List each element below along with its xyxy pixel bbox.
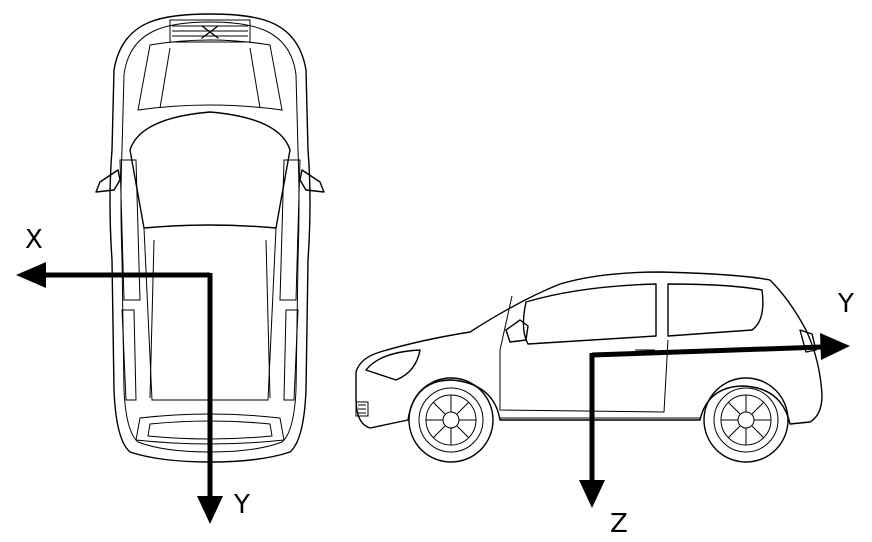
car-side-headlight xyxy=(365,349,421,381)
car-side-view xyxy=(355,271,823,429)
side-y-axis-label: Y xyxy=(837,289,854,319)
car-top-body-outline xyxy=(109,13,311,463)
side-z-axis-label: Z xyxy=(610,509,628,539)
car-side-body-outline xyxy=(355,271,823,429)
car-top-left-mirror xyxy=(95,169,121,193)
top-y-axis-arrowhead xyxy=(197,496,223,524)
car-top-view xyxy=(95,13,325,463)
car-top-grille xyxy=(169,19,251,43)
top-y-axis-label: Y xyxy=(233,490,250,520)
car-side-front-wheel xyxy=(408,377,494,463)
top-x-axis-label: X xyxy=(25,225,43,255)
top-view-axes: X Y xyxy=(16,225,250,524)
car-side-front-window xyxy=(522,283,657,345)
car-top-hood xyxy=(137,39,283,111)
side-y-axis-arrowhead xyxy=(820,333,850,360)
car-top-windshield xyxy=(129,111,291,229)
car-top-rear-bumper xyxy=(135,413,285,445)
side-y-axis-line xyxy=(591,344,823,358)
car-side-mirror xyxy=(505,319,529,343)
car-top-right-mirror xyxy=(299,169,325,193)
car-side-door xyxy=(499,295,669,413)
car-top-roof xyxy=(143,224,277,401)
side-view-axes: Y Z xyxy=(579,289,854,539)
car-side-rear-window xyxy=(667,283,764,337)
top-x-axis-arrowhead xyxy=(16,262,46,288)
car-side-rear-wheel xyxy=(703,377,789,463)
side-z-axis-arrowhead xyxy=(579,480,605,508)
